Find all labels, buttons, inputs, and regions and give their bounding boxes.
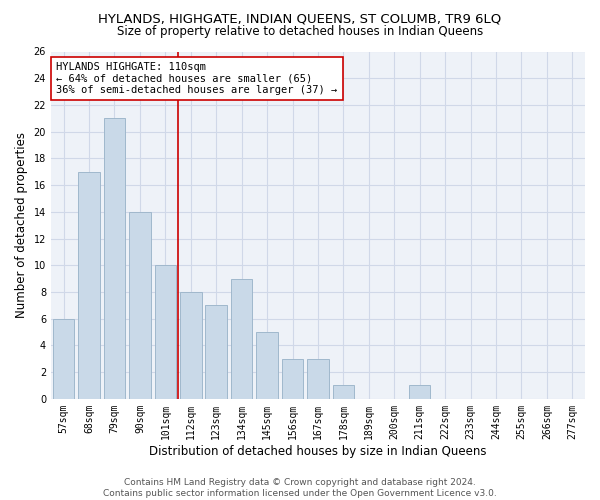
Bar — [231, 278, 253, 399]
Bar — [332, 386, 354, 399]
Bar — [104, 118, 125, 399]
Bar — [307, 359, 329, 399]
Y-axis label: Number of detached properties: Number of detached properties — [15, 132, 28, 318]
Bar — [409, 386, 430, 399]
Bar — [282, 359, 304, 399]
Bar — [256, 332, 278, 399]
Text: Contains HM Land Registry data © Crown copyright and database right 2024.
Contai: Contains HM Land Registry data © Crown c… — [103, 478, 497, 498]
Text: Size of property relative to detached houses in Indian Queens: Size of property relative to detached ho… — [117, 25, 483, 38]
Bar — [155, 265, 176, 399]
Bar — [205, 306, 227, 399]
Bar — [180, 292, 202, 399]
X-axis label: Distribution of detached houses by size in Indian Queens: Distribution of detached houses by size … — [149, 444, 487, 458]
Bar — [53, 318, 74, 399]
Bar — [129, 212, 151, 399]
Text: HYLANDS HIGHGATE: 110sqm
← 64% of detached houses are smaller (65)
36% of semi-d: HYLANDS HIGHGATE: 110sqm ← 64% of detach… — [56, 62, 338, 95]
Text: HYLANDS, HIGHGATE, INDIAN QUEENS, ST COLUMB, TR9 6LQ: HYLANDS, HIGHGATE, INDIAN QUEENS, ST COL… — [98, 12, 502, 26]
Bar — [78, 172, 100, 399]
